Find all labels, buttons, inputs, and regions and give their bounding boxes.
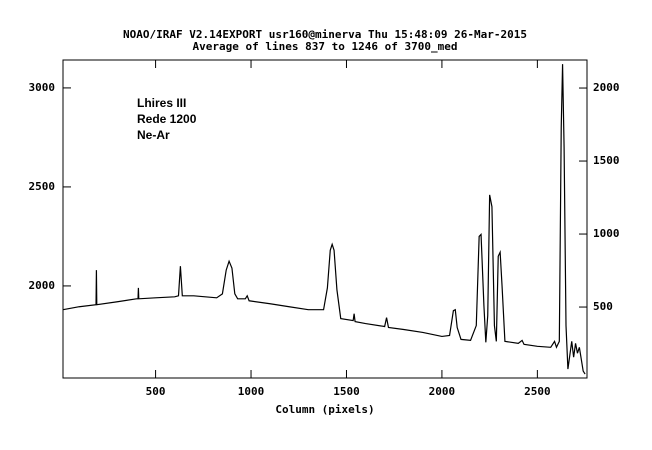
y-tick-label: 2500 bbox=[29, 180, 56, 193]
x-tick-label: 2000 bbox=[429, 385, 456, 398]
chart-title: NOAO/IRAF V2.14EXPORT usr160@minerva Thu… bbox=[123, 28, 527, 41]
annotation: Rede 1200 bbox=[137, 112, 197, 126]
y-tick-label: 3000 bbox=[29, 81, 56, 94]
x-tick-label: 1500 bbox=[333, 385, 360, 398]
annotation: Ne-Ar bbox=[137, 128, 170, 142]
y-tick-label: 2000 bbox=[29, 279, 56, 292]
plot-frame bbox=[62, 59, 588, 379]
y2-tick-label: 1000 bbox=[593, 227, 620, 240]
x-axis-label: Column (pixels) bbox=[275, 403, 374, 416]
y2-tick-label: 2000 bbox=[593, 81, 620, 94]
y2-tick-label: 500 bbox=[593, 300, 613, 313]
y2-tick-label: 1500 bbox=[593, 154, 620, 167]
chart-subtitle: Average of lines 837 to 1246 of 3700_med bbox=[193, 40, 458, 53]
x-tick-label: 500 bbox=[146, 385, 166, 398]
spectrum-line bbox=[62, 64, 586, 375]
x-tick-label: 1000 bbox=[238, 385, 265, 398]
x-tick-label: 2500 bbox=[524, 385, 551, 398]
annotation: Lhires III bbox=[137, 96, 186, 110]
